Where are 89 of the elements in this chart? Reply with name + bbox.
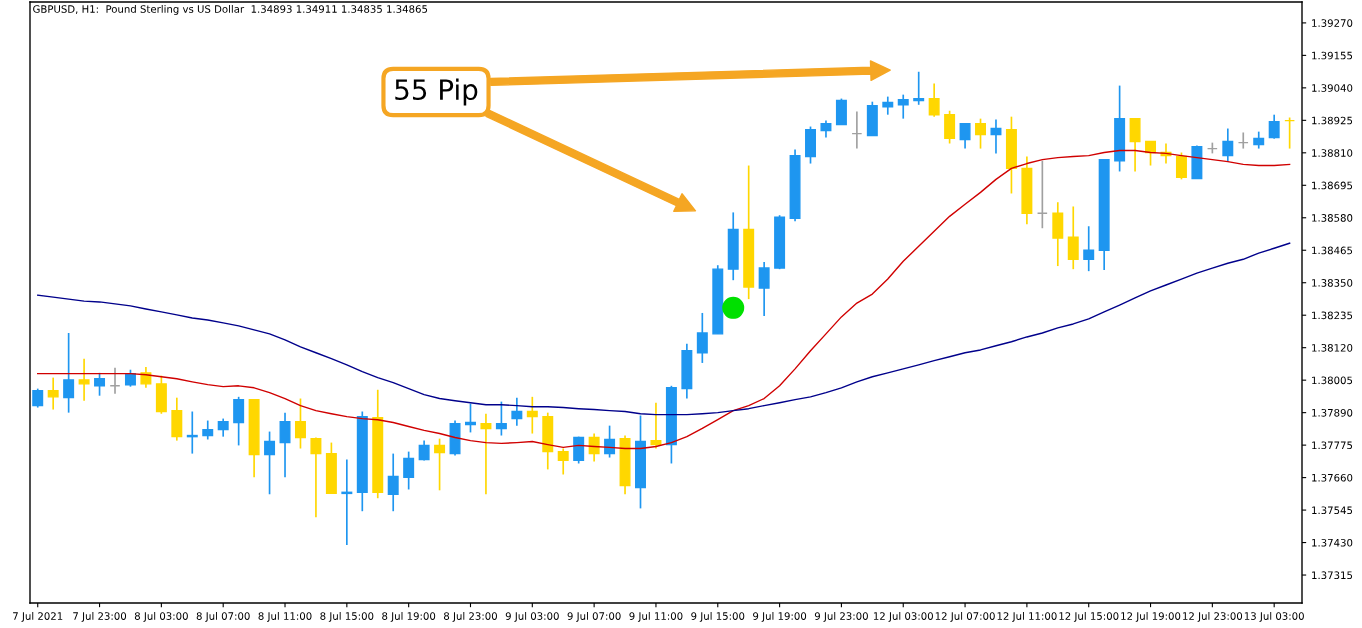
- x-tick-label: 12 Jul 19:00: [1121, 612, 1181, 622]
- candlestick: [94, 371, 106, 397]
- candlestick: [32, 387, 44, 409]
- candlestick: [1036, 159, 1048, 230]
- candlestick: [464, 402, 476, 434]
- candlestick: [403, 450, 415, 491]
- candlestick: [990, 118, 1002, 155]
- y-tick-label: 1.39040: [1312, 84, 1353, 92]
- x-tick-label: 12 Jul 03:00: [873, 612, 933, 622]
- line-series: [37, 242, 1291, 416]
- candlestick: [604, 424, 616, 459]
- y-tick-label: 1.37660: [1312, 473, 1353, 482]
- candlestick: [109, 366, 121, 395]
- candlestick: [1222, 127, 1234, 163]
- x-tick-label: 7 Jul 2021: [13, 612, 63, 622]
- candlestick: [78, 357, 90, 402]
- candlestick: [758, 261, 770, 317]
- y-tick-label: 1.38235: [1312, 311, 1353, 320]
- candlestick: [1175, 151, 1187, 181]
- candlestick: [882, 95, 894, 116]
- candlestick: [851, 110, 863, 150]
- candlestick: [63, 332, 75, 414]
- candlestick: [897, 93, 909, 120]
- candlestick: [1083, 225, 1095, 272]
- y-tick-label: 1.39270: [1312, 19, 1353, 27]
- y-tick-label: 1.37430: [1312, 538, 1353, 547]
- candlestick: [975, 117, 987, 150]
- y-tick-label: 1.38465: [1312, 246, 1353, 255]
- x-tick-label: 9 Jul 03:00: [505, 612, 559, 622]
- candlestick: [434, 437, 446, 492]
- candlestick: [264, 430, 276, 496]
- candlestick: [233, 395, 245, 447]
- x-tick-label: 8 Jul 15:00: [320, 612, 374, 622]
- x-tick-label: 9 Jul 15:00: [691, 612, 745, 622]
- candlestick: [1129, 117, 1141, 173]
- y-tick-label: 1.37890: [1312, 408, 1353, 417]
- y-tick-label: 1.38925: [1312, 116, 1353, 125]
- x-tick-label: 8 Jul 19:00: [382, 612, 436, 622]
- candlestick: [387, 452, 399, 513]
- x-tick-label: 12 Jul 11:00: [997, 612, 1057, 622]
- x-tick-label: 12 Jul 07:00: [935, 612, 995, 622]
- candlestick: [588, 432, 600, 463]
- candlestick: [959, 122, 971, 150]
- y-tick-label: 1.38120: [1312, 344, 1353, 352]
- candlestick: [913, 70, 925, 106]
- y-tick-label: 1.39155: [1312, 51, 1353, 60]
- candlestick: [557, 447, 569, 476]
- x-tick-label: 9 Jul 19:00: [753, 612, 807, 622]
- candlestick: [47, 376, 59, 411]
- candlestick: [928, 82, 940, 118]
- annotation: 55 Pip: [395, 78, 478, 106]
- candlestick: [696, 312, 708, 364]
- x-tick-label: 7 Jul 23:00: [73, 612, 127, 622]
- candlestick: [944, 109, 956, 145]
- x-tick-label: 8 Jul 07:00: [196, 612, 250, 622]
- candlestick: [650, 401, 662, 450]
- candlestick: [835, 97, 847, 126]
- x-tick-label: 8 Jul 11:00: [258, 612, 312, 622]
- x-tick-label: 8 Jul 03:00: [134, 612, 188, 622]
- candlestick: [202, 419, 214, 441]
- candlestick: [480, 412, 492, 496]
- candlestick: [495, 400, 507, 437]
- candlestick: [1284, 116, 1296, 150]
- x-tick-label: 12 Jul 23:00: [1183, 612, 1243, 622]
- y-tick-label: 1.38350: [1312, 279, 1353, 287]
- candlestick: [310, 436, 322, 518]
- x-tick-label: 9 Jul 07:00: [567, 612, 621, 622]
- y-tick-label: 1.38005: [1312, 376, 1353, 385]
- y-tick-label: 1.38580: [1312, 214, 1353, 222]
- y-tick-label: 1.37315: [1312, 571, 1353, 580]
- candlestick: [279, 411, 291, 479]
- candlestick: [1268, 113, 1280, 140]
- x-tick-label: 9 Jul 11:00: [629, 612, 683, 622]
- y-tick-label: 1.38695: [1312, 181, 1353, 190]
- y-tick-label: 1.38810: [1312, 149, 1353, 157]
- x-tick-label: 13 Jul 03:00: [1244, 612, 1304, 622]
- candlestick: [294, 397, 306, 450]
- x-tick-label: 9 Jul 23:00: [814, 612, 868, 622]
- candlestick: [1237, 131, 1249, 150]
- candlestick: [1067, 205, 1079, 271]
- x-tick-label: 12 Jul 15:00: [1059, 612, 1119, 622]
- candlestick: [217, 417, 229, 438]
- chart-title: GBPUSD, H1: Pound Sterling vs US Dollar 1.34893 1.34911 1.34835 1.34865: [33, 5, 428, 15]
- y-tick-label: 1.37775: [1312, 441, 1353, 450]
- candlestick: [511, 396, 523, 427]
- candlestick: [140, 366, 152, 389]
- x-tick-label: 8 Jul 23:00: [444, 612, 497, 622]
- candlestick: [526, 395, 538, 435]
- y-tick-label: 1.37545: [1312, 506, 1353, 515]
